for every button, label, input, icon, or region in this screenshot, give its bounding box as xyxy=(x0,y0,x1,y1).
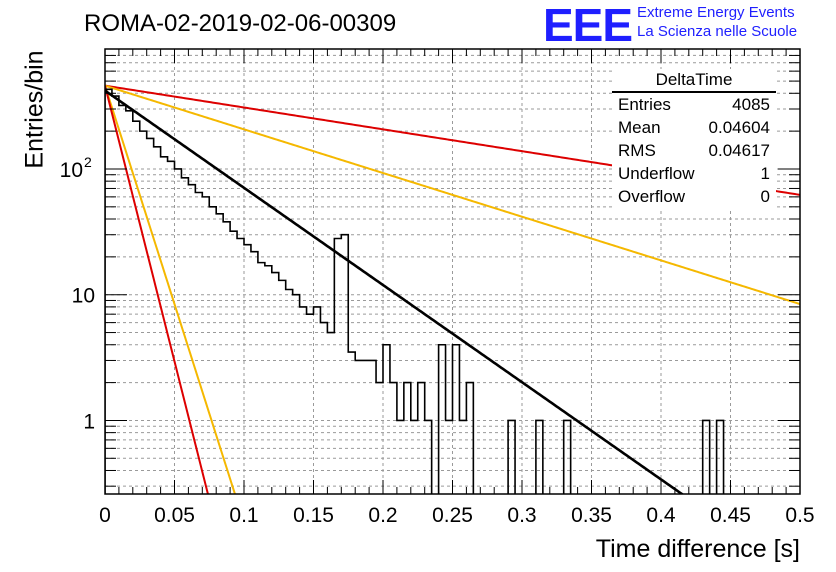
tick-layer xyxy=(104,48,801,494)
stats-label: Entries xyxy=(618,95,671,114)
x-tick-label: 0.05 xyxy=(154,504,195,527)
y-tick-label: 10 xyxy=(60,159,83,182)
stats-value: 1 xyxy=(760,164,770,183)
stats-title: DeltaTime xyxy=(612,69,776,93)
stats-label: RMS xyxy=(618,141,656,160)
stats-row-rms: RMS 0.04617 xyxy=(612,139,776,162)
x-tick-label: 0 xyxy=(99,504,111,527)
stats-row-underflow: Underflow 1 xyxy=(612,162,776,185)
x-tick-label: 0.15 xyxy=(293,504,334,527)
x-tick-label: 0.3 xyxy=(507,504,536,527)
grid-layer xyxy=(105,48,800,494)
stats-row-mean: Mean 0.04604 xyxy=(612,116,776,139)
logo-caption: Extreme Energy Events La Scienza nelle S… xyxy=(637,3,797,41)
tick-label-layer: 0 0.05 0.1 0.15 0.2 0.25 0.3 0.35 0.4 0.45 0.51101… xyxy=(60,154,815,527)
fit-layer xyxy=(105,89,685,494)
histogram-outline xyxy=(105,88,725,494)
stats-value: 0.04617 xyxy=(708,141,770,160)
logo-caption-line2: La Scienza nelle Scuole xyxy=(637,23,798,40)
x-tick-label: 0.4 xyxy=(646,504,676,527)
y-tick-label: 1 xyxy=(83,410,95,433)
curve-yellow-fast xyxy=(105,85,236,494)
stats-value: 0 xyxy=(760,187,770,206)
x-tick-label: 0.35 xyxy=(571,504,612,527)
stats-label: Overflow xyxy=(618,187,686,206)
stats-value: 0.04604 xyxy=(708,118,770,137)
run-title: ROMA-02-2019-02-06-00309 xyxy=(84,10,397,37)
x-axis-label: Time difference [s] xyxy=(595,535,800,563)
stats-label: Underflow xyxy=(618,164,695,183)
stats-label: Mean xyxy=(618,118,661,137)
histogram-layer xyxy=(105,88,725,494)
y-tick-label: 10 xyxy=(72,285,95,308)
eee-logo: EEE xyxy=(543,0,633,51)
curve-red-fast xyxy=(105,85,209,494)
stats-value: 4085 xyxy=(732,95,770,114)
x-tick-label: 0.25 xyxy=(432,504,473,527)
x-tick-label: 0.45 xyxy=(710,504,751,527)
curve-fit xyxy=(105,89,685,494)
x-tick-label: 0.5 xyxy=(785,504,814,527)
stats-row-overflow: Overflow 0 xyxy=(612,185,776,208)
x-tick-label: 0.2 xyxy=(368,504,397,527)
y-tick-exponent: 2 xyxy=(84,154,92,170)
curve-yellow-slow xyxy=(105,84,800,306)
stats-box: DeltaTime Entries 4085 Mean 0.04604 RMS … xyxy=(612,69,776,208)
logo-caption-line1: Extreme Energy Events xyxy=(637,4,795,21)
stats-row-entries: Entries 4085 xyxy=(612,93,776,116)
y-axis-label: Entries/bin xyxy=(20,50,49,169)
x-tick-label: 0.1 xyxy=(229,504,258,527)
